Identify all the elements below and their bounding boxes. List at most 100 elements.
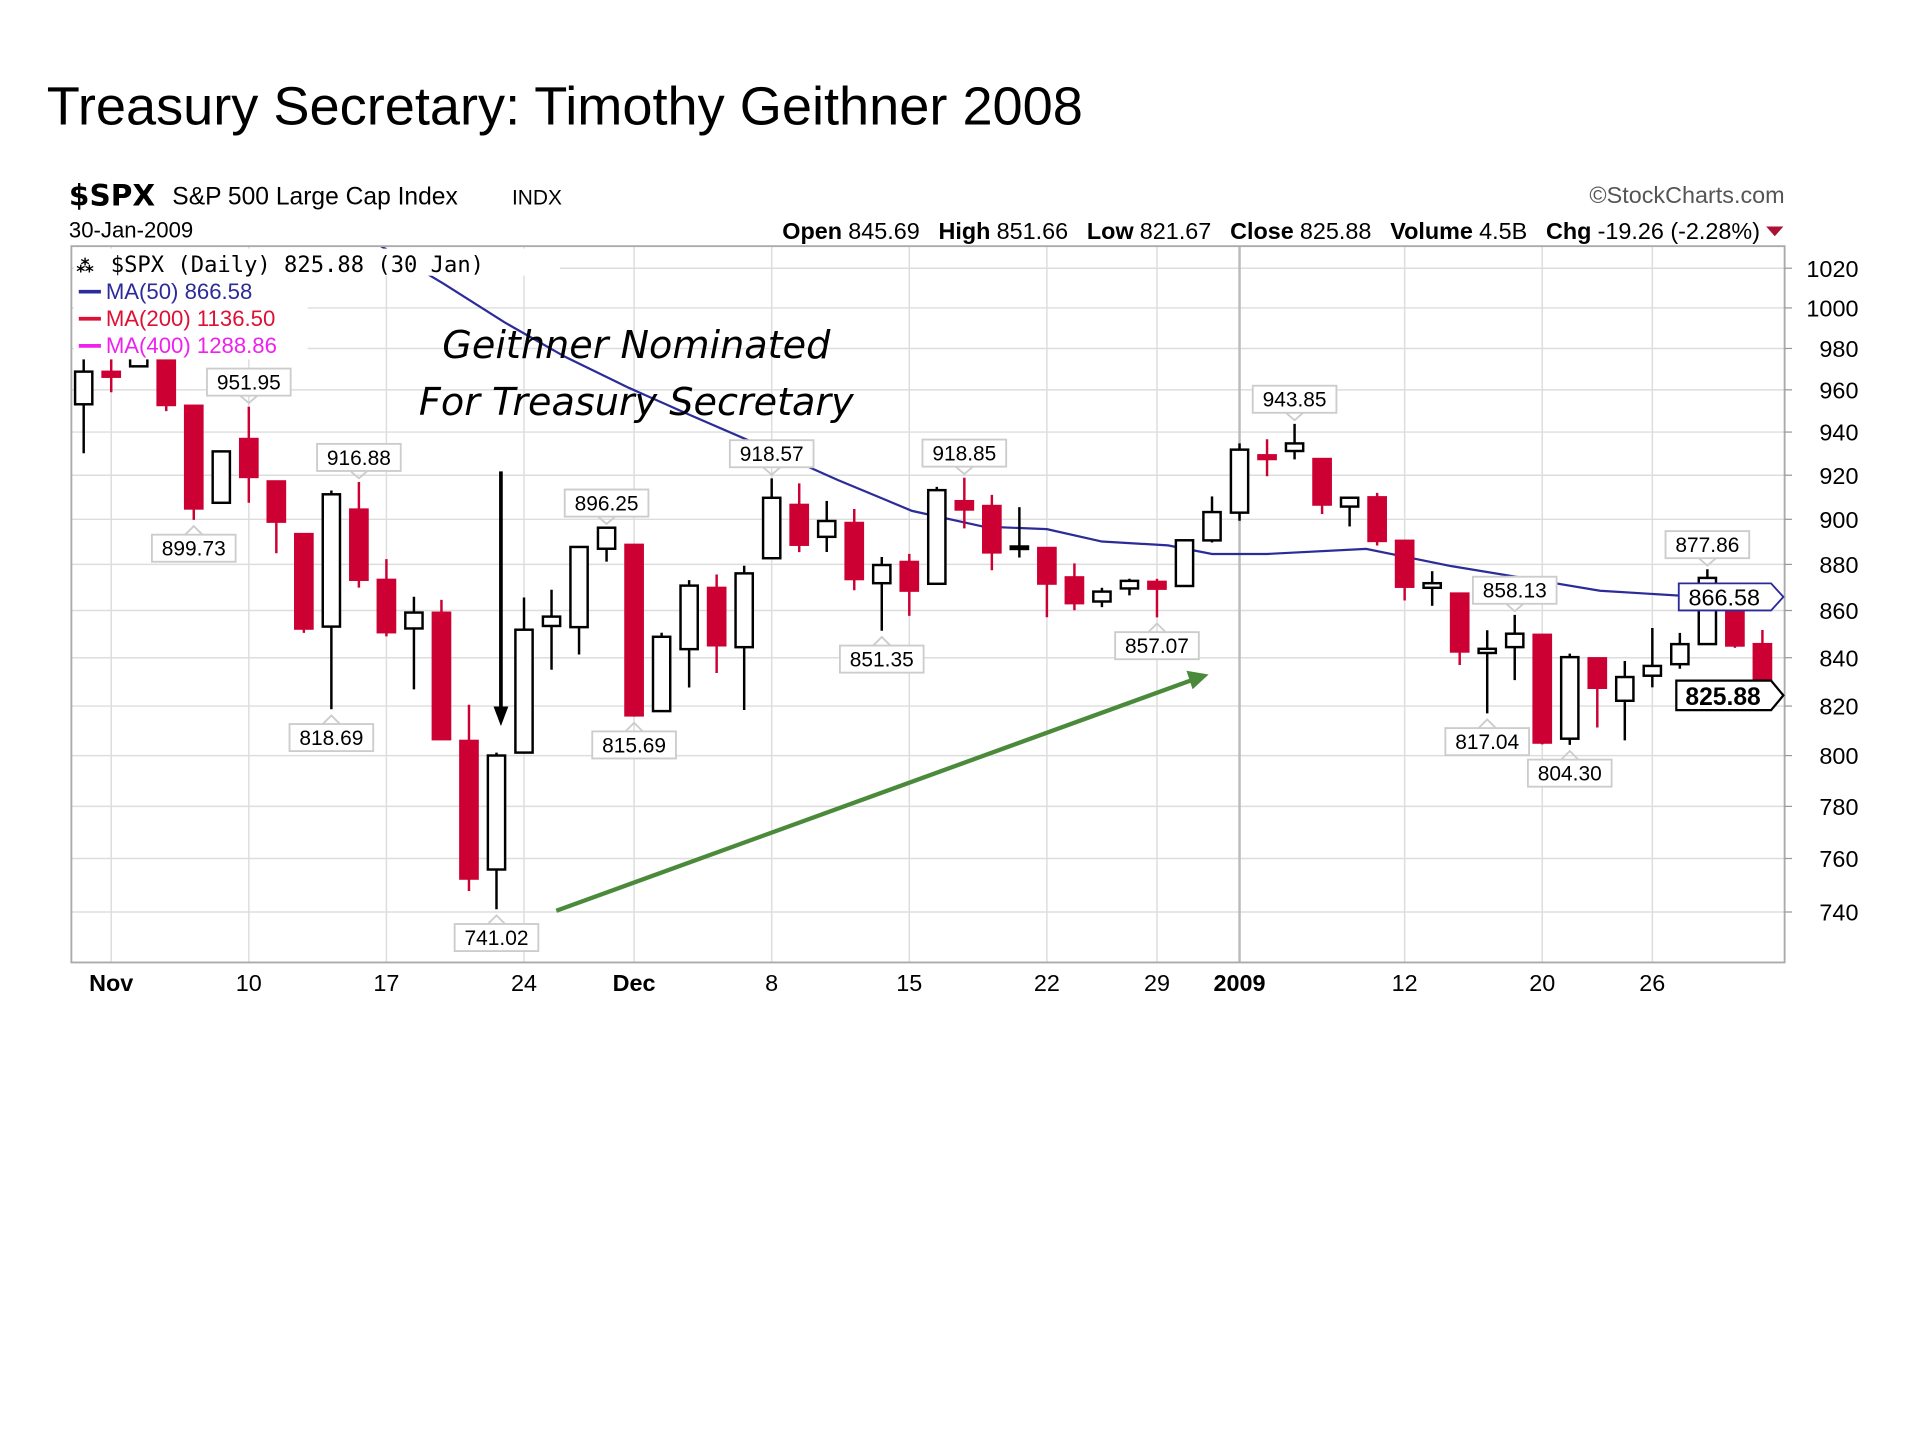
price-label-pointer — [349, 470, 369, 480]
price-label: 951.95 — [206, 367, 292, 405]
x-tick-label: 24 — [511, 970, 537, 996]
candle-body — [789, 503, 810, 546]
price-label-text: 857.07 — [1125, 635, 1189, 658]
price-label-box — [453, 923, 540, 953]
candle — [954, 477, 975, 529]
candle — [1174, 539, 1195, 588]
candle-body — [431, 611, 452, 741]
candle-body — [871, 563, 892, 585]
annotation-line1: Geithner Nominated — [442, 323, 831, 367]
legend-ma50: MA(50) 866.58 — [106, 279, 252, 304]
candle — [1642, 628, 1663, 688]
y-tick-label: 840 — [1819, 645, 1858, 671]
candle-body — [1587, 657, 1608, 690]
price-label-box — [1251, 384, 1338, 414]
candle — [596, 526, 617, 562]
price-label: 918.85 — [921, 438, 1008, 476]
price-label: 858.13 — [1471, 575, 1558, 613]
candle — [1614, 661, 1635, 741]
price-label-box — [316, 442, 402, 472]
candle-body — [376, 578, 397, 634]
candle — [1257, 439, 1277, 477]
close-label: Close — [1230, 218, 1294, 244]
candle-body — [73, 370, 94, 406]
x-tick-label: 15 — [896, 970, 922, 996]
legend-ma200: MA(200) 1136.50 — [106, 306, 275, 331]
candle — [1312, 457, 1332, 515]
candle-body — [459, 739, 479, 880]
price-label: 943.85 — [1251, 384, 1338, 422]
x-tick-label: 10 — [236, 970, 262, 996]
y-tick-label: 1000 — [1806, 296, 1858, 322]
candle — [1339, 496, 1360, 527]
price-label-pointer — [322, 714, 341, 725]
chart-symbol: $SPX — [69, 179, 155, 213]
price-label-text: 815.69 — [602, 734, 666, 757]
candle-body — [1147, 580, 1167, 590]
price-label-box — [591, 730, 677, 760]
volume-label: Volume — [1390, 218, 1473, 244]
price-label-box — [1444, 727, 1530, 757]
candle-body — [266, 480, 287, 523]
candle — [651, 632, 672, 713]
y-tick-label: 980 — [1819, 336, 1858, 362]
x-tick-label: 8 — [765, 970, 778, 996]
candle — [1229, 443, 1250, 521]
candle — [1587, 657, 1608, 728]
candle-body — [1670, 642, 1690, 666]
price-label-text: 818.69 — [299, 727, 363, 750]
candle — [569, 545, 589, 655]
candle-body — [899, 560, 920, 592]
y-tick-label: 760 — [1819, 846, 1858, 872]
candle-icon: ⁂ — [76, 257, 94, 277]
chart-subtitle: S&P 500 Large Cap Index — [172, 183, 458, 210]
price-label: 896.25 — [563, 488, 650, 526]
price-label-text: 918.57 — [740, 443, 804, 466]
candle-body — [238, 437, 259, 479]
candle-body — [569, 545, 589, 629]
ma50-marker-value: 866.58 — [1689, 585, 1761, 611]
price-label-pointer — [955, 465, 974, 476]
price-label-box — [206, 367, 292, 397]
candle — [679, 580, 699, 688]
price-label: 918.57 — [728, 439, 815, 476]
candle — [211, 450, 232, 505]
candle — [789, 483, 810, 553]
candle-body — [294, 532, 314, 630]
candle-body — [211, 450, 232, 505]
candle — [1009, 507, 1030, 558]
candle — [541, 589, 562, 670]
price-label-box — [728, 439, 815, 469]
candle-body — [1422, 581, 1443, 590]
candle-body — [1092, 590, 1112, 603]
candle — [816, 500, 837, 553]
chg-value: -19.26 (-2.28%) — [1598, 218, 1760, 244]
candle-body — [1367, 496, 1387, 543]
candle-body — [1037, 546, 1057, 585]
y-axis: 740 760 780 800 820 840 860 880 900 920 940 960 980 1… — [1784, 256, 1858, 926]
price-label-pointer — [1147, 622, 1167, 633]
ma50-axis-marker: 866.58 — [1677, 582, 1785, 612]
y-tick-label: 940 — [1819, 420, 1858, 446]
price-label-text: 741.02 — [465, 927, 529, 950]
price-label: 899.73 — [151, 524, 237, 563]
candle — [266, 480, 287, 554]
candle-body — [1532, 633, 1553, 744]
price-label: 817.04 — [1444, 718, 1530, 757]
price-label-text: 943.85 — [1263, 389, 1327, 412]
candle — [1559, 653, 1580, 745]
candle-body — [1174, 539, 1195, 588]
candle — [761, 478, 782, 560]
candle — [1670, 632, 1690, 669]
price-label-text: 804.30 — [1538, 763, 1602, 786]
candle — [294, 532, 314, 633]
legend-main: $SPX (Daily) 825.88 (30 Jan) — [111, 252, 484, 278]
price-label-pointer — [872, 635, 892, 647]
chart-date: 30-Jan-2009 — [69, 218, 193, 243]
candle — [321, 490, 342, 710]
candle — [1504, 614, 1525, 681]
price-label-text: 916.88 — [327, 447, 391, 470]
candle — [431, 599, 452, 741]
candle-body — [1312, 457, 1332, 506]
candle — [514, 597, 534, 754]
